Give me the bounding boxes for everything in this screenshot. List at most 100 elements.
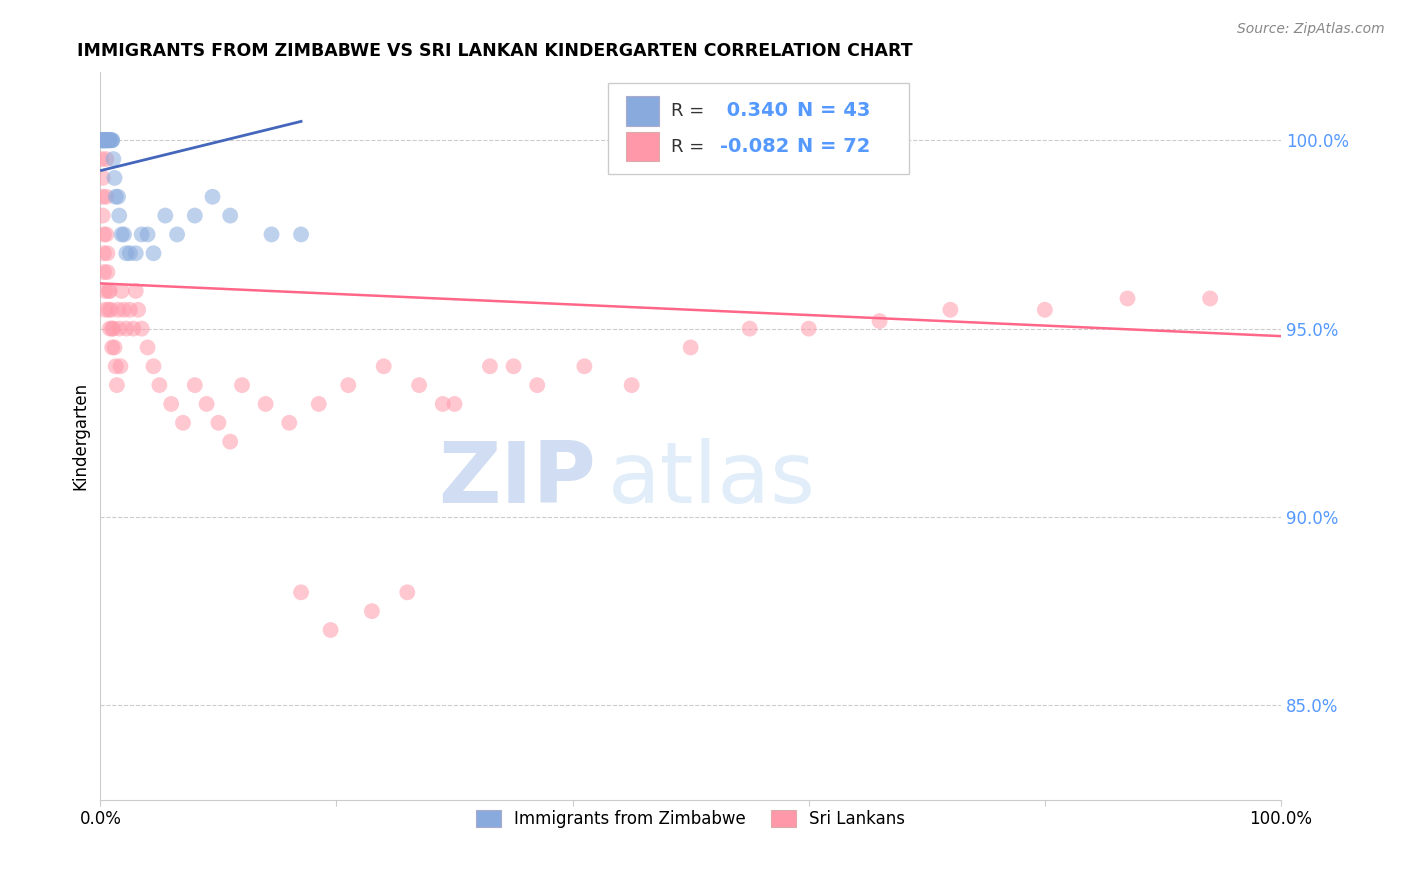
Point bbox=[91, 190, 114, 204]
Point bbox=[96, 133, 118, 147]
Point bbox=[361, 604, 384, 618]
Point bbox=[96, 133, 118, 147]
Point bbox=[93, 265, 115, 279]
Bar bbox=[626, 96, 659, 126]
Point bbox=[101, 133, 124, 147]
Point bbox=[1199, 292, 1222, 306]
Text: Source: ZipAtlas.com: Source: ZipAtlas.com bbox=[1237, 22, 1385, 37]
Point bbox=[219, 434, 242, 449]
Text: N = 72: N = 72 bbox=[797, 137, 870, 156]
Point bbox=[94, 284, 117, 298]
Point bbox=[98, 133, 121, 147]
Point bbox=[373, 359, 395, 374]
Point bbox=[93, 133, 115, 147]
Point bbox=[108, 209, 131, 223]
Point bbox=[679, 341, 702, 355]
Point bbox=[96, 133, 118, 147]
Point bbox=[94, 133, 117, 147]
Point bbox=[290, 227, 312, 242]
Point bbox=[90, 133, 112, 147]
Point bbox=[443, 397, 465, 411]
Point bbox=[125, 284, 148, 298]
Point bbox=[96, 133, 118, 147]
Point bbox=[290, 585, 312, 599]
Point bbox=[869, 314, 891, 328]
Point bbox=[91, 209, 114, 223]
Y-axis label: Kindergarten: Kindergarten bbox=[72, 382, 89, 490]
Point bbox=[110, 227, 132, 242]
Point bbox=[105, 378, 128, 392]
Point bbox=[91, 133, 114, 147]
Point bbox=[797, 321, 820, 335]
Point bbox=[1116, 292, 1139, 306]
Point bbox=[90, 133, 112, 147]
Point bbox=[620, 378, 643, 392]
Point bbox=[97, 133, 120, 147]
Point bbox=[939, 302, 962, 317]
Point bbox=[101, 341, 124, 355]
Point bbox=[94, 133, 117, 147]
Point bbox=[101, 133, 124, 147]
Point bbox=[337, 378, 360, 392]
Point bbox=[98, 133, 121, 147]
Point bbox=[93, 133, 115, 147]
Point bbox=[93, 133, 115, 147]
Point bbox=[396, 585, 419, 599]
Point bbox=[104, 190, 127, 204]
Point bbox=[93, 227, 115, 242]
Point bbox=[96, 227, 118, 242]
Point bbox=[478, 359, 501, 374]
Point bbox=[103, 152, 125, 166]
Point bbox=[148, 378, 170, 392]
Text: R =: R = bbox=[671, 137, 704, 155]
Point bbox=[96, 246, 118, 260]
Point bbox=[98, 284, 121, 298]
Point bbox=[118, 302, 141, 317]
Point bbox=[96, 190, 118, 204]
Point bbox=[160, 397, 183, 411]
Point bbox=[103, 321, 125, 335]
Point bbox=[96, 265, 118, 279]
Point bbox=[107, 302, 129, 317]
Point bbox=[125, 246, 148, 260]
Point bbox=[526, 378, 548, 392]
Point bbox=[90, 133, 112, 147]
Point bbox=[195, 397, 218, 411]
Text: IMMIGRANTS FROM ZIMBABWE VS SRI LANKAN KINDERGARTEN CORRELATION CHART: IMMIGRANTS FROM ZIMBABWE VS SRI LANKAN K… bbox=[77, 42, 912, 60]
Point bbox=[432, 397, 454, 411]
Point bbox=[101, 321, 124, 335]
Point bbox=[112, 227, 135, 242]
FancyBboxPatch shape bbox=[607, 83, 910, 174]
Point bbox=[97, 302, 120, 317]
Point bbox=[260, 227, 283, 242]
Point bbox=[97, 133, 120, 147]
Legend: Immigrants from Zimbabwe, Sri Lankans: Immigrants from Zimbabwe, Sri Lankans bbox=[470, 804, 912, 835]
Point bbox=[103, 170, 125, 185]
Point bbox=[115, 321, 138, 335]
Point bbox=[308, 397, 330, 411]
Point bbox=[155, 209, 177, 223]
Point bbox=[136, 227, 159, 242]
Text: ZIP: ZIP bbox=[439, 438, 596, 521]
Point bbox=[100, 133, 122, 147]
Point bbox=[254, 397, 277, 411]
Point bbox=[96, 133, 118, 147]
Text: atlas: atlas bbox=[607, 438, 815, 521]
Point bbox=[502, 359, 524, 374]
Point bbox=[201, 190, 224, 204]
Point bbox=[131, 321, 153, 335]
Point bbox=[94, 133, 117, 147]
Point bbox=[184, 209, 207, 223]
Point bbox=[278, 416, 301, 430]
Point bbox=[97, 284, 120, 298]
Point bbox=[112, 302, 135, 317]
Point bbox=[90, 152, 112, 166]
Point bbox=[131, 227, 153, 242]
Point bbox=[108, 321, 131, 335]
Point bbox=[110, 359, 132, 374]
Point bbox=[738, 321, 761, 335]
Text: -0.082: -0.082 bbox=[720, 137, 790, 156]
Point bbox=[104, 359, 127, 374]
Point bbox=[96, 152, 118, 166]
Point bbox=[319, 623, 342, 637]
